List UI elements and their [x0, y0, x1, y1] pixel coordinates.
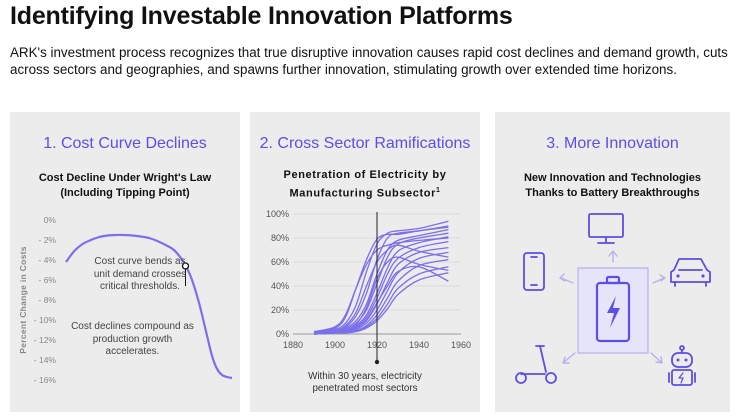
annotation-within-30-years: Within 30 years, electricity penetrated …	[300, 371, 430, 395]
subtitle-line: (Including Tipping Point)	[60, 187, 190, 199]
annotation-cost-curve-bends: Cost curve bends as unit demand crosses …	[80, 256, 200, 294]
y-tick-label: - 8%	[39, 295, 57, 305]
y-tick-label: 100%	[266, 209, 289, 219]
series-line	[313, 237, 449, 333]
x-tick-label: 1940	[409, 340, 429, 350]
y-axis-label: Percent Change in Costs	[18, 246, 28, 354]
annotation-line: critical thresholds.	[99, 281, 181, 292]
annotation-line: penetrated most sectors	[312, 383, 418, 394]
series-line	[313, 246, 449, 335]
chart-subtitle: Penetration of Electricity by Manufactur…	[250, 168, 480, 202]
x-tick-label: 1900	[325, 340, 345, 350]
panel-more-innovation: 3. More Innovation New Innovation and Te…	[495, 112, 730, 412]
series-line	[313, 244, 449, 334]
footnote-marker: 1	[435, 187, 441, 194]
subtitle-line: Thanks to Battery Breakthroughs	[525, 187, 700, 199]
annotation-line: accelerates.	[105, 346, 160, 357]
y-tick-label: - 12%	[34, 335, 57, 345]
y-tick-label: - 14%	[34, 355, 57, 365]
x-tick-label: 1960	[451, 340, 471, 350]
panel-cross-sector: 2. Cross Sector Ramifications Penetratio…	[250, 112, 480, 412]
annotation-cost-declines: Cost declines compound as production gro…	[65, 321, 200, 359]
series-group	[313, 220, 449, 335]
battery-icon	[577, 267, 649, 354]
cost-curve-line	[65, 233, 233, 380]
panel-title: 2. Cross Sector Ramifications	[259, 135, 471, 152]
car-icon	[670, 258, 711, 287]
series-line	[313, 236, 449, 335]
y-tick-label: 0%	[44, 215, 57, 225]
panel-title: 1. Cost Curve Declines	[43, 135, 207, 152]
y-tick-label: - 16%	[34, 375, 57, 385]
subtitle-line: Manufacturing Subsector1	[250, 183, 480, 202]
innovation-diagram	[515, 213, 711, 386]
electricity-penetration-chart: 0%20%40%60%80%100%1880 1900 1920 1940 1960	[266, 209, 471, 365]
y-tick-label: 60%	[271, 257, 289, 267]
smartphone-icon	[523, 252, 545, 291]
subtitle-line: New Innovation and Technologies	[523, 172, 702, 184]
subtitle-line: Penetration of Electricity by	[283, 169, 447, 181]
x-tick-label: 1880	[283, 340, 303, 350]
y-tick-label: - 4%	[39, 255, 57, 265]
series-line	[313, 265, 449, 335]
subtitle-line: Cost Decline Under Wright's Law	[38, 172, 212, 184]
y-tick-label: 20%	[271, 305, 289, 315]
panel-title: 3. More Innovation	[546, 135, 679, 152]
y-tick-label: - 6%	[39, 275, 57, 285]
y-tick-label: - 10%	[34, 315, 57, 325]
monitor-icon	[588, 213, 624, 244]
chart-subtitle: Cost Decline Under Wright's Law (Includi…	[10, 171, 240, 201]
connector-arrows	[559, 250, 666, 364]
y-tick-label: 0%	[276, 329, 289, 339]
annotation-line: Cost curve bends as	[94, 256, 186, 267]
page-title: Identifying Investable Innovation Platfo…	[10, 2, 513, 30]
intro-paragraph: ARK's investment process recognizes that…	[10, 45, 728, 77]
y-tick-label: 40%	[271, 281, 289, 291]
series-line	[313, 226, 449, 333]
year-marker-dot	[374, 359, 380, 365]
annotation-line: production growth	[92, 333, 173, 345]
chart-subtitle: New Innovation and Technologies Thanks t…	[495, 171, 730, 201]
panel-cost-curve: 1. Cost Curve Declines Cost Decline Unde…	[10, 112, 240, 412]
cost-curve-chart: 0% - 2% - 4% - 6% - 8% - 10% - 12% - 14% - 16% Pe…	[18, 215, 233, 385]
robot-icon	[668, 345, 696, 386]
y-tick-label: - 2%	[39, 235, 57, 245]
subtitle-text: Manufacturing Subsector	[289, 187, 436, 200]
annotation-line: Cost declines compound as	[71, 321, 194, 332]
annotation-line: Within 30 years, electricity	[308, 371, 422, 382]
y-tick-label: 80%	[271, 233, 289, 243]
scooter-icon	[515, 345, 557, 384]
annotation-line: unit demand crosses	[93, 268, 187, 280]
